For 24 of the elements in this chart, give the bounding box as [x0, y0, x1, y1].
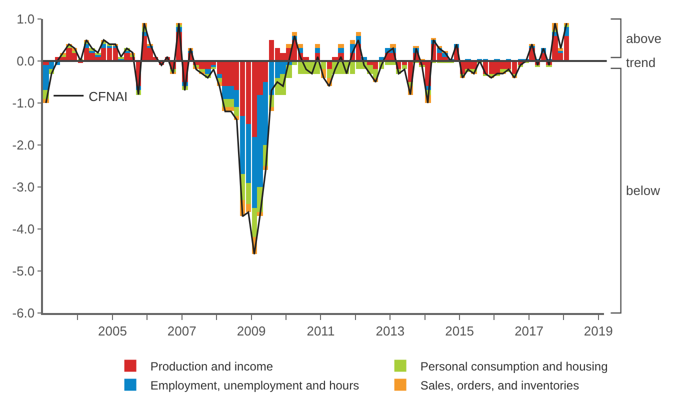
legend-label: Employment, unemployment and hours [150, 378, 360, 392]
x-tick-label: 2011 [306, 323, 335, 338]
y-tick-label: -2.0 [12, 138, 35, 153]
x-tick-label: 2015 [445, 323, 474, 338]
legend-label: Production and income [150, 359, 274, 374]
legend-label: CFNAI [88, 88, 128, 104]
text: below [626, 183, 661, 198]
x-tick-label: 2007 [167, 323, 196, 338]
y-tick-label: -6.0 [12, 306, 35, 321]
y-tick-label: -5.0 [12, 264, 35, 279]
y-tick-label: -3.0 [12, 180, 35, 195]
x-tick-label: 2013 [376, 323, 405, 338]
x-tick-label: 2019 [584, 323, 613, 338]
legend-label: Personal consumption and housing [420, 359, 608, 374]
y-tick-label: -1.0 [12, 96, 35, 111]
x-tick-label: 2005 [98, 323, 127, 338]
y-tick-label: 1.0 [16, 12, 35, 27]
legend-label: Sales, orders, and inventories [420, 378, 580, 392]
text: trend [626, 55, 656, 70]
x-tick-label: 2009 [236, 323, 266, 338]
y-tick-label: 0.0 [16, 54, 35, 69]
text: above [626, 31, 662, 46]
x-tick-label: 2017 [514, 323, 544, 338]
y-tick-label: -4.0 [12, 222, 35, 237]
